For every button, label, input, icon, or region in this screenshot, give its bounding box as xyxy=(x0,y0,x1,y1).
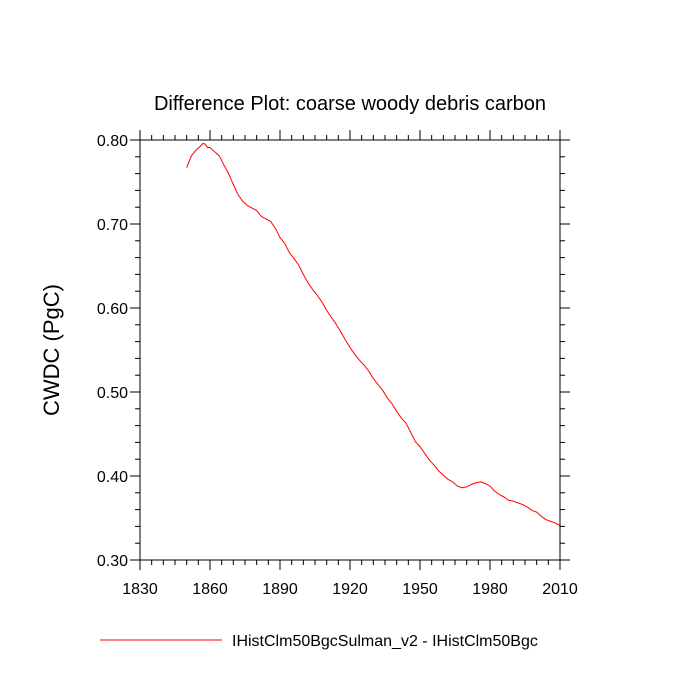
x-tick-label: 1890 xyxy=(262,581,298,598)
x-tick-label: 1860 xyxy=(192,581,228,598)
y-tick-label: 0.70 xyxy=(97,217,128,234)
y-tick-label: 0.30 xyxy=(97,553,128,570)
y-tick-label: 0.60 xyxy=(97,301,128,318)
axis-ticks xyxy=(130,130,570,570)
x-tick-label: 1950 xyxy=(402,581,438,598)
series-layer xyxy=(186,142,561,527)
plot-frame xyxy=(139,139,561,561)
y-tick-labels: 0.30 0.40 0.50 0.60 0.70 0.80 xyxy=(97,133,128,570)
x-tick-label: 1920 xyxy=(332,581,368,598)
x-tick-label: 1980 xyxy=(472,581,508,598)
y-tick-label: 0.80 xyxy=(97,133,128,150)
y-axis-label: CWDC (PgC) xyxy=(39,284,64,416)
series-line xyxy=(186,142,561,527)
y-tick-label: 0.40 xyxy=(97,469,128,486)
legend-label: IHistClm50BgcSulman_v2 - IHistClm50Bgc xyxy=(232,633,538,650)
x-tick-labels: 1830 1860 1890 1920 1950 1980 2010 xyxy=(122,581,578,598)
y-tick-label: 0.50 xyxy=(97,385,128,402)
chart-title: Difference Plot: coarse woody debris car… xyxy=(154,93,546,115)
legend: IHistClm50BgcSulman_v2 - IHistClm50Bgc xyxy=(100,633,538,650)
x-tick-label: 2010 xyxy=(542,581,578,598)
x-tick-label: 1830 xyxy=(122,581,158,598)
